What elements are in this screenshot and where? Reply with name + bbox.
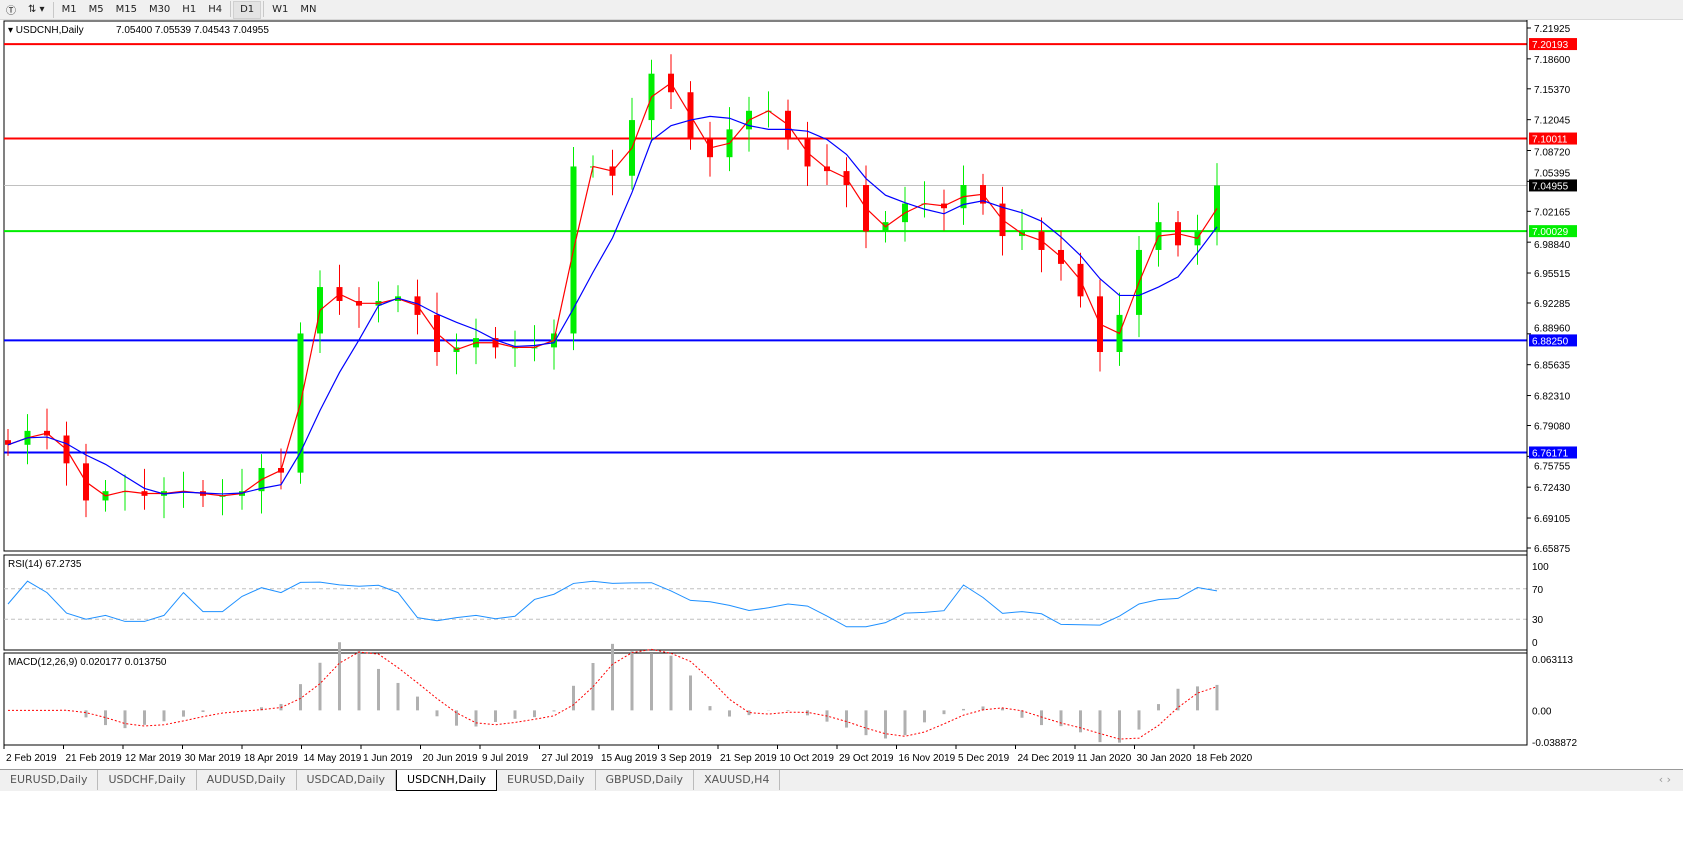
timeframe-group: M1 M5 M15 M30 H1 H4 D1 W1 MN	[56, 0, 323, 19]
price-tick-label: 6.79080	[1534, 421, 1571, 432]
objects-menu-icon[interactable]: ⇅ ▾	[28, 4, 45, 15]
tab-scroll-arrows-icon[interactable]: ‹ ›	[1658, 773, 1671, 786]
timeframe-h1[interactable]: H1	[182, 4, 197, 15]
rsi-pane	[3, 554, 1528, 651]
time-tick-label: 3 Sep 2019	[661, 753, 713, 764]
price-tick-label: 7.21925	[1534, 24, 1571, 35]
time-tick-label: 5 Dec 2019	[958, 753, 1010, 764]
price-tick-label: 6.75755	[1534, 461, 1571, 472]
toolbar-divider	[52, 1, 54, 18]
price-tick-label: 7.18600	[1534, 55, 1571, 66]
time-tick-label: 14 May 2019	[304, 753, 362, 764]
tab-usdcnh-daily[interactable]: USDCNH,Daily	[396, 770, 498, 791]
macd-tick-label: 0.063113	[1532, 655, 1573, 666]
time-tick-label: 1 Jun 2019	[363, 753, 413, 764]
timeframe-m30[interactable]: M30	[148, 4, 171, 15]
price-tick-label: 6.65875	[1534, 544, 1571, 555]
time-tick-label: 18 Feb 2020	[1196, 753, 1253, 764]
rsi-tick-label: 0	[1532, 638, 1538, 649]
ma-fast-line	[7, 82, 1218, 497]
price-chart[interactable]: 7.21925 7.18600 7.15370 7.12045 7.08720 7.053…	[0, 20, 1683, 770]
tab-gbpusd-daily[interactable]: GBPUSD,Daily	[596, 770, 695, 790]
time-tick-label: 9 Jul 2019	[482, 753, 529, 764]
rsi-tick-label: 70	[1532, 585, 1544, 596]
time-tick-label: 18 Apr 2019	[244, 753, 298, 764]
level-price-badge	[1529, 38, 1577, 51]
main-pane	[3, 20, 1528, 552]
rsi-line	[7, 580, 1218, 628]
level-price-badge	[1529, 225, 1577, 238]
level-price-badge	[1529, 132, 1577, 145]
level-price-label: 7.00029	[1532, 227, 1569, 238]
chart-ohlc-readout: 7.05400 7.05539 7.04543 7.04955	[116, 25, 269, 36]
rsi-label: RSI(14) 67.2735	[8, 559, 82, 570]
timeframe-d1[interactable]: D1	[233, 0, 262, 19]
time-tick-label: 21 Feb 2019	[66, 753, 123, 764]
level-price-label: 7.04955	[1532, 181, 1569, 192]
price-tick-label: 7.08720	[1534, 148, 1571, 159]
price-tick-label: 6.85635	[1534, 361, 1571, 372]
level-price-label: 7.10011	[1532, 135, 1568, 146]
time-tick-label: 27 Jul 2019	[542, 753, 594, 764]
macd-label: MACD(12,26,9) 0.020177 0.013750	[8, 657, 167, 668]
candle-body	[5, 440, 11, 445]
tab-audusd-daily[interactable]: AUDUSD,Daily	[197, 770, 297, 790]
timeframe-m5[interactable]: M5	[88, 4, 104, 15]
macd-signal-line	[8, 648, 1218, 740]
timeframe-w1[interactable]: W1	[272, 4, 289, 15]
toolbar-divider	[263, 0, 265, 17]
time-tick-label: 20 Jun 2019	[423, 753, 478, 764]
level-price-label: 6.76171	[1532, 448, 1569, 459]
price-tick-label: 6.69105	[1534, 514, 1571, 525]
time-tick-label: 10 Oct 2019	[780, 753, 835, 764]
level-price-badge	[1529, 334, 1577, 347]
rsi-tick-label: 30	[1532, 615, 1544, 626]
tab-xauusd-h4[interactable]: XAUUSD,H4	[694, 770, 781, 790]
toolbar: Ⓣ ⇅ ▾ M1 M5 M15 M30 H1 H4 D1 W1 MN	[0, 0, 1683, 20]
toolbar-divider	[230, 0, 232, 17]
time-tick-label: 24 Dec 2019	[1018, 753, 1075, 764]
level-price-badge	[1529, 179, 1577, 192]
rsi-tick-label: 100	[1532, 562, 1549, 573]
timeframe-m15[interactable]: M15	[115, 4, 137, 15]
time-tick-label: 29 Oct 2019	[839, 753, 894, 764]
price-tick-label: 7.15370	[1534, 85, 1571, 96]
time-tick-label: 11 Jan 2020	[1077, 753, 1132, 764]
price-tick-label: 7.02165	[1534, 207, 1571, 218]
time-tick-label: 30 Jan 2020	[1137, 753, 1192, 764]
price-tick-label: 6.92285	[1534, 299, 1571, 310]
time-tick-label: 21 Sep 2019	[720, 753, 777, 764]
tab-eurusd-daily[interactable]: EURUSD,Daily	[0, 770, 99, 790]
level-price-label: 6.88250	[1532, 336, 1569, 347]
price-tick-label: 7.12045	[1534, 116, 1571, 127]
macd-pane	[3, 652, 1528, 746]
time-tick-label: 12 Mar 2019	[125, 753, 182, 764]
chart-symbol-label: ▾ USDCNH,Daily	[8, 25, 84, 36]
macd-tick-label: -0.038872	[1532, 738, 1577, 749]
status-area	[0, 791, 1683, 847]
text-tool-icon[interactable]: Ⓣ	[6, 6, 16, 17]
ma-slow-line	[7, 115, 1218, 495]
time-tick-label: 30 Mar 2019	[185, 753, 242, 764]
price-tick-label: 7.05395	[1534, 168, 1571, 179]
tab-eurusd-daily[interactable]: EURUSD,Daily	[497, 770, 596, 790]
tab-usdchf-daily[interactable]: USDCHF,Daily	[98, 770, 197, 790]
chart-tabs: EURUSD,Daily USDCHF,Daily AUDUSD,Daily USDC…	[0, 769, 1683, 791]
price-tick-label: 6.72430	[1534, 483, 1571, 494]
price-tick-label: 6.82310	[1534, 392, 1571, 403]
timeframe-mn[interactable]: MN	[300, 4, 317, 15]
price-tick-label: 6.88960	[1534, 323, 1571, 334]
timeframe-m1[interactable]: M1	[61, 4, 77, 15]
time-tick-label: 16 Nov 2019	[899, 753, 956, 764]
level-price-label: 7.20193	[1532, 40, 1569, 51]
price-tick-label: 6.95515	[1534, 269, 1571, 280]
time-tick-label: 2 Feb 2019	[6, 753, 57, 764]
tab-usdcad-daily[interactable]: USDCAD,Daily	[297, 770, 397, 790]
level-price-badge	[1529, 446, 1577, 459]
macd-tick-label: 0.00	[1532, 706, 1552, 717]
price-tick-label: 6.98840	[1534, 240, 1571, 251]
time-tick-label: 15 Aug 2019	[601, 753, 658, 764]
timeframe-h4[interactable]: H4	[208, 4, 223, 15]
